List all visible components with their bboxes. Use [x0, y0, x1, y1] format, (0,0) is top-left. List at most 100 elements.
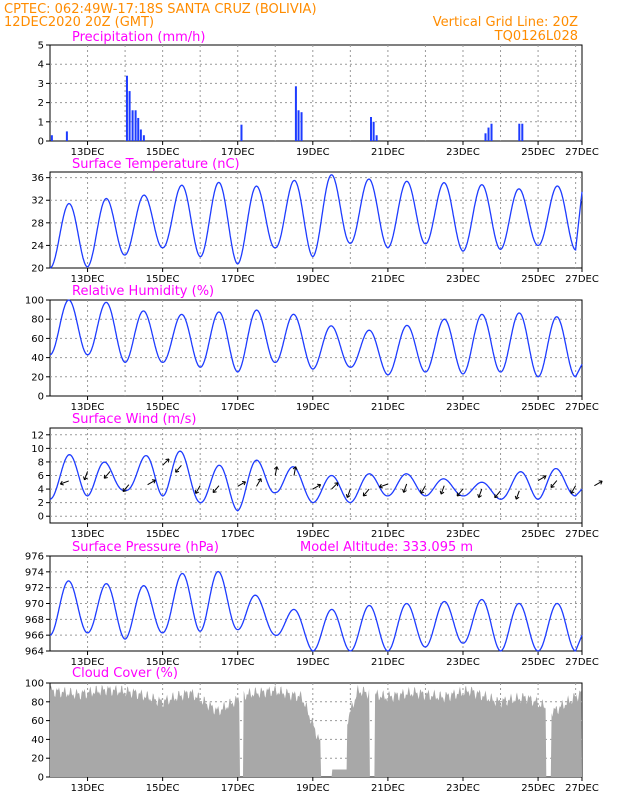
precip-bar	[300, 112, 303, 141]
humidity-xtick-label: 27DEC	[565, 402, 599, 413]
cloud-ytick-label: 40	[31, 735, 44, 746]
precip-xtick-label: 15DEC	[146, 147, 180, 158]
cloud-xtick-label: 23DEC	[446, 783, 480, 794]
wind-arrow	[331, 482, 339, 490]
precip-bar	[125, 75, 128, 141]
humidity-panel: 0 20 40 60 80 100 13DEC 15DEC 17DEC 19DEC 21DEC 23D…	[25, 296, 599, 414]
cloud-xtick-label: 17DEC	[221, 783, 255, 794]
precip-bar	[50, 135, 53, 141]
precip-ytick-label: 1	[38, 117, 44, 128]
wind-arrow	[175, 465, 182, 473]
wind-ytick-label: 4	[38, 485, 44, 496]
wind-ytick-label: 12	[31, 430, 44, 441]
pressure-xtick-label: 17DEC	[221, 657, 255, 668]
wind-ytick-label: 8	[38, 457, 44, 468]
wind-arrow	[379, 483, 389, 489]
model-code: TQ0126L028	[494, 29, 578, 44]
precip-ytick-label: 5	[38, 41, 44, 52]
precip-bar	[139, 129, 142, 141]
wind-arrow	[103, 471, 111, 479]
temperature-xtick-label: 15DEC	[146, 274, 180, 285]
precip-bar	[137, 117, 140, 141]
pressure-xtick-label: 25DEC	[521, 657, 555, 668]
precip-bar	[375, 135, 378, 141]
precip-bar	[372, 121, 375, 141]
precip-bar	[134, 110, 137, 141]
wind-title: Surface Wind (m/s)	[72, 412, 196, 427]
cloud-xtick-label: 13DEC	[71, 783, 105, 794]
wind-xtick-label: 17DEC	[221, 529, 255, 540]
precip-xtick-label: 13DEC	[71, 147, 105, 158]
wind-arrow	[420, 485, 426, 494]
wind-arrow	[550, 480, 558, 488]
precip-bar	[297, 110, 300, 141]
wind-xtick-label: 25DEC	[521, 529, 555, 540]
humidity-ytick-label: 0	[38, 392, 44, 403]
pressure-ytick-label: 976	[25, 552, 44, 563]
cloud-xtick-label: 25DEC	[521, 783, 555, 794]
precip-bar	[294, 86, 297, 141]
wind-arrow	[514, 490, 520, 500]
precip-bar	[490, 123, 493, 141]
pressure-xtick-label: 23DEC	[446, 657, 480, 668]
precip-panel: 0 1 2 3 4 5 13DEC 15DEC 17DEC 19DEC 21DEC 23DEC 25DE…	[38, 41, 599, 159]
pressure-series-line	[49, 570, 583, 652]
pressure-ytick-label: 964	[25, 647, 44, 658]
precip-bar	[518, 123, 521, 141]
wind-arrow	[312, 483, 322, 490]
pressure-xtick-label: 13DEC	[71, 657, 105, 668]
wind-arrow	[59, 480, 69, 486]
humidity-xtick-label: 13DEC	[71, 402, 105, 413]
pressure-ytick-label: 972	[25, 583, 44, 594]
wind-arrow	[537, 475, 547, 482]
cloud-title: Cloud Cover (%)	[72, 666, 178, 681]
humidity-xtick-label: 21DEC	[371, 402, 405, 413]
wind-arrow	[162, 458, 170, 466]
temperature-frame	[49, 171, 583, 269]
temperature-ytick-label: 36	[31, 173, 44, 184]
cloud-ytick-label: 0	[38, 773, 44, 784]
model-altitude: Model Altitude: 333.095 m	[300, 540, 473, 555]
humidity-frame	[49, 299, 583, 397]
cloud-ytick-label: 60	[31, 716, 44, 727]
wind-arrow	[237, 480, 246, 487]
temperature-xtick-label: 27DEC	[565, 274, 599, 285]
wind-panel: 0 2 4 6 8 10 12 13DEC 15DEC 17DEC 19DEC 21DEC 23DEC 2…	[31, 427, 603, 540]
pressure-ytick-label: 974	[25, 567, 44, 578]
pressure-xtick-label: 21DEC	[371, 657, 405, 668]
run-datetime: 12DEC2020 20Z (GMT)	[4, 15, 154, 30]
pressure-ytick-label: 968	[25, 615, 44, 626]
wind-arrow	[147, 479, 156, 486]
humidity-xtick-label: 25DEC	[521, 402, 555, 413]
precip-xtick-label: 17DEC	[221, 147, 255, 158]
temperature-xtick-label: 19DEC	[296, 274, 330, 285]
pressure-title: Surface Pressure (hPa)	[72, 540, 219, 555]
cloud-panel: 0 20 40 60 80 100 13DEC 15DEC 17DEC 19DEC 21DEC 23D…	[25, 679, 599, 795]
wind-arrow	[256, 478, 262, 487]
humidity-xtick-label: 15DEC	[146, 402, 180, 413]
humidity-ytick-label: 40	[31, 353, 44, 364]
humidity-ytick-label: 20	[31, 372, 44, 383]
precip-bar	[484, 133, 487, 141]
wind-arrow	[212, 485, 220, 494]
wind-xtick-label: 19DEC	[296, 529, 330, 540]
cloud-xtick-label: 19DEC	[296, 783, 330, 794]
temperature-xtick-label: 17DEC	[221, 274, 255, 285]
precip-title: Precipitation (mm/h)	[72, 30, 205, 45]
temperature-ytick-label: 20	[31, 264, 44, 275]
humidity-title: Relative Humidity (%)	[72, 284, 214, 299]
precip-bar	[240, 124, 243, 141]
wind-ytick-label: 10	[31, 444, 44, 455]
wind-xtick-label: 13DEC	[71, 529, 105, 540]
pressure-panel: 964 966 968 970 972 974 976 13DEC 15DEC 17DEC 19DE…	[25, 552, 599, 669]
precip-frame	[49, 44, 583, 142]
station-header: CPTEC: 062:49W-17:18S SANTA CRUZ (BOLIVI…	[4, 2, 317, 17]
humidity-series-line	[49, 299, 583, 378]
precip-bar	[131, 110, 134, 141]
temperature-xtick-label: 21DEC	[371, 274, 405, 285]
precip-bar	[370, 117, 373, 141]
precip-bar	[521, 123, 524, 141]
precip-xtick-label: 27DEC	[565, 147, 599, 158]
wind-arrow	[477, 488, 483, 498]
